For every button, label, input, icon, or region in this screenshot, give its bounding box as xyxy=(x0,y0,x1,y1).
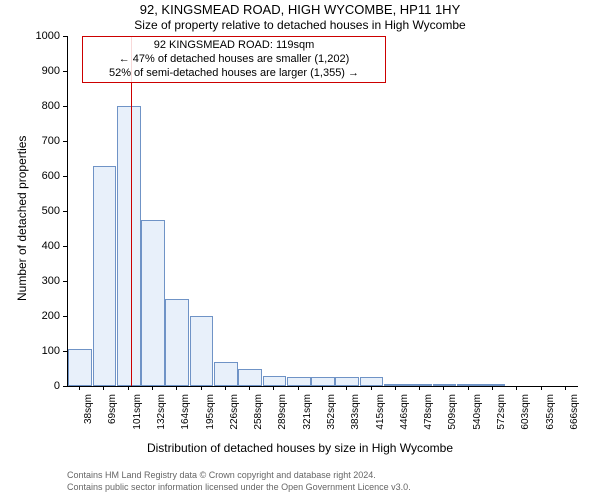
histogram-bar xyxy=(238,369,262,387)
x-tick-mark xyxy=(273,386,274,390)
y-tick-label: 800 xyxy=(32,100,60,112)
x-tick-mark xyxy=(152,386,153,390)
histogram-bar xyxy=(360,377,384,386)
y-tick-label: 300 xyxy=(32,275,60,287)
y-tick-label: 500 xyxy=(32,205,60,217)
y-tick-label: 1000 xyxy=(32,30,60,42)
x-tick-mark xyxy=(419,386,420,390)
histogram-bar xyxy=(457,384,481,386)
x-tick-label: 415sqm xyxy=(375,394,386,444)
x-tick-mark xyxy=(443,386,444,390)
x-tick-label: 540sqm xyxy=(472,394,483,444)
x-tick-label: 572sqm xyxy=(496,394,507,444)
x-tick-label: 226sqm xyxy=(229,394,240,444)
x-tick-mark xyxy=(128,386,129,390)
histogram-bar xyxy=(68,349,92,386)
x-tick-label: 383sqm xyxy=(350,394,361,444)
reference-vline xyxy=(131,36,132,386)
x-tick-label: 666sqm xyxy=(569,394,580,444)
histogram-bar xyxy=(165,299,189,387)
y-tick-label: 100 xyxy=(32,345,60,357)
y-tick-mark xyxy=(63,281,67,282)
histogram-bar xyxy=(214,362,238,387)
x-tick-label: 69sqm xyxy=(107,394,118,444)
x-tick-label: 289sqm xyxy=(277,394,288,444)
y-tick-mark xyxy=(63,211,67,212)
y-tick-mark xyxy=(63,176,67,177)
y-tick-mark xyxy=(63,386,67,387)
histogram-bar xyxy=(287,377,311,386)
x-tick-mark xyxy=(516,386,517,390)
annotation-line1: 92 KINGSMEAD ROAD: 119sqm xyxy=(89,39,379,53)
y-tick-label: 400 xyxy=(32,240,60,252)
histogram-bar xyxy=(311,377,335,386)
histogram-bar xyxy=(190,316,214,386)
x-tick-label: 635sqm xyxy=(545,394,556,444)
x-tick-label: 352sqm xyxy=(326,394,337,444)
x-tick-label: 38sqm xyxy=(83,394,94,444)
x-tick-mark xyxy=(468,386,469,390)
y-tick-label: 200 xyxy=(32,310,60,322)
histogram-bar xyxy=(93,166,117,387)
y-tick-mark xyxy=(63,351,67,352)
histogram-bar xyxy=(117,106,141,386)
chart-title-line2: Size of property relative to detached ho… xyxy=(0,18,600,32)
y-tick-mark xyxy=(63,36,67,37)
x-tick-mark xyxy=(79,386,80,390)
y-tick-mark xyxy=(63,141,67,142)
x-tick-mark xyxy=(103,386,104,390)
x-tick-label: 101sqm xyxy=(132,394,143,444)
y-tick-label: 900 xyxy=(32,65,60,77)
x-tick-label: 478sqm xyxy=(423,394,434,444)
histogram-bar xyxy=(384,384,408,386)
annotation-line3: 52% of semi-detached houses are larger (… xyxy=(89,67,379,81)
annotation-line2: ← 47% of detached houses are smaller (1,… xyxy=(89,53,379,67)
annotation-box: 92 KINGSMEAD ROAD: 119sqm ← 47% of detac… xyxy=(82,36,386,83)
x-tick-mark xyxy=(395,386,396,390)
x-tick-label: 446sqm xyxy=(399,394,410,444)
x-tick-mark xyxy=(565,386,566,390)
x-tick-mark xyxy=(541,386,542,390)
histogram-bar xyxy=(141,220,165,386)
y-tick-mark xyxy=(63,106,67,107)
x-tick-label: 509sqm xyxy=(447,394,458,444)
x-tick-mark xyxy=(322,386,323,390)
x-tick-mark xyxy=(492,386,493,390)
histogram-bar xyxy=(263,376,287,387)
y-tick-mark xyxy=(63,246,67,247)
y-tick-label: 700 xyxy=(32,135,60,147)
histogram-bar xyxy=(335,377,359,386)
x-tick-label: 603sqm xyxy=(520,394,531,444)
x-tick-mark xyxy=(371,386,372,390)
x-tick-label: 321sqm xyxy=(302,394,313,444)
chart-container: 92, KINGSMEAD ROAD, HIGH WYCOMBE, HP11 1… xyxy=(0,0,600,500)
x-tick-label: 258sqm xyxy=(253,394,264,444)
x-tick-mark xyxy=(225,386,226,390)
y-tick-label: 0 xyxy=(32,380,60,392)
footer-line1: Contains HM Land Registry data © Crown c… xyxy=(67,470,411,482)
x-tick-mark xyxy=(346,386,347,390)
plot-area xyxy=(67,36,578,387)
x-tick-label: 132sqm xyxy=(156,394,167,444)
chart-title-line1: 92, KINGSMEAD ROAD, HIGH WYCOMBE, HP11 1… xyxy=(0,2,600,17)
y-axis-label: Number of detached properties xyxy=(15,136,29,301)
y-tick-mark xyxy=(63,71,67,72)
x-tick-mark xyxy=(201,386,202,390)
y-tick-label: 600 xyxy=(32,170,60,182)
y-tick-mark xyxy=(63,316,67,317)
x-tick-label: 195sqm xyxy=(205,394,216,444)
x-tick-mark xyxy=(298,386,299,390)
x-tick-mark xyxy=(176,386,177,390)
footer-attribution: Contains HM Land Registry data © Crown c… xyxy=(67,470,411,493)
x-tick-mark xyxy=(249,386,250,390)
footer-line2: Contains public sector information licen… xyxy=(67,482,411,494)
x-tick-label: 164sqm xyxy=(180,394,191,444)
